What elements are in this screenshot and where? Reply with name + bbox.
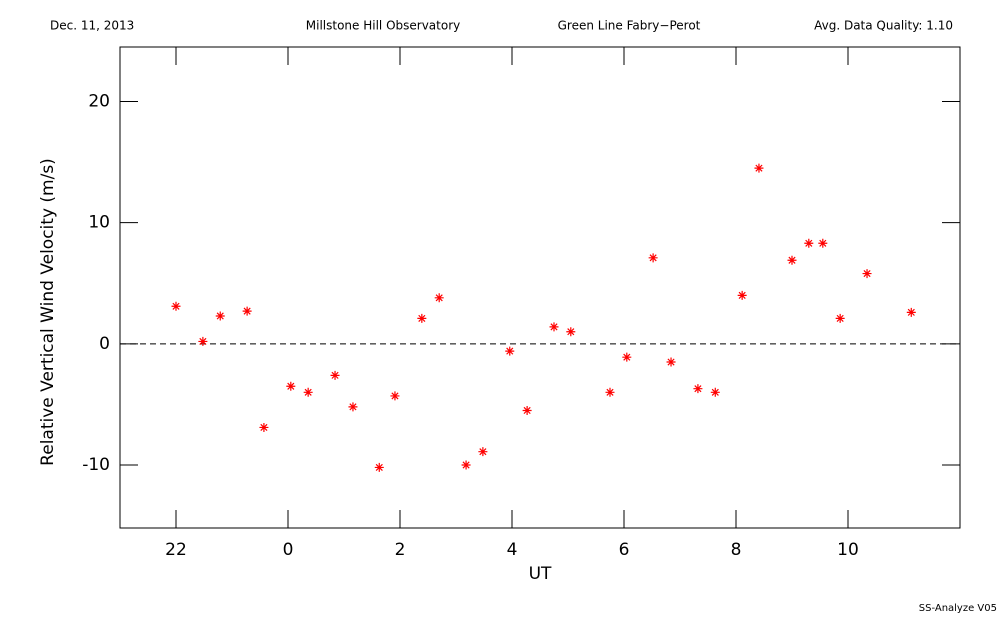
data-point — [215, 311, 225, 321]
data-point — [171, 301, 181, 311]
data-point — [461, 460, 471, 470]
data-point — [818, 238, 828, 248]
x-tick-label: 2 — [395, 540, 406, 560]
data-point — [622, 352, 632, 362]
data-point — [434, 293, 444, 303]
x-tick-label: 8 — [731, 540, 742, 560]
header-instrument: Green Line Fabry−Perot — [558, 19, 701, 33]
x-tick-label: 4 — [507, 540, 518, 560]
data-point — [505, 346, 515, 356]
data-point — [198, 336, 208, 346]
data-point — [303, 387, 313, 397]
y-tick-label: 20 — [88, 92, 110, 112]
footer: SS-Analyze V05 — [919, 603, 997, 614]
header-site: Millstone Hill Observatory — [306, 19, 460, 33]
data-point — [478, 447, 488, 457]
y-tick-label: 0 — [99, 334, 110, 354]
data-point — [804, 238, 814, 248]
header-quality: Avg. Data Quality: 1.10 — [814, 19, 953, 33]
data-point — [835, 313, 845, 323]
x-axis-label: UT — [529, 564, 552, 584]
data-point — [330, 370, 340, 380]
x-tick-label: 22 — [165, 540, 187, 560]
data-point — [605, 387, 615, 397]
data-point — [259, 422, 269, 432]
data-point — [390, 391, 400, 401]
data-point — [348, 402, 358, 412]
data-point — [710, 387, 720, 397]
data-point — [862, 269, 872, 279]
y-tick-label: -10 — [82, 455, 110, 475]
x-tick-label: 6 — [619, 540, 630, 560]
data-point — [417, 313, 427, 323]
data-point — [737, 290, 747, 300]
data-point — [242, 306, 252, 316]
data-point — [666, 357, 676, 367]
y-tick-label: 10 — [88, 213, 110, 233]
data-point — [374, 462, 384, 472]
data-point — [754, 163, 764, 173]
data-point — [522, 405, 532, 415]
x-tick-label: 10 — [837, 540, 859, 560]
data-point — [286, 381, 296, 391]
data-point — [906, 307, 916, 317]
data-point — [693, 384, 703, 394]
x-tick-label: 0 — [283, 540, 294, 560]
data-point — [549, 322, 559, 332]
plot-frame — [119, 46, 961, 529]
y-axis-label: Relative Vertical Wind Velocity (m/s) — [38, 158, 58, 466]
data-point — [787, 255, 797, 265]
data-point — [566, 327, 576, 337]
data-point — [648, 253, 658, 263]
header-date: Dec. 11, 2013 — [50, 19, 134, 33]
